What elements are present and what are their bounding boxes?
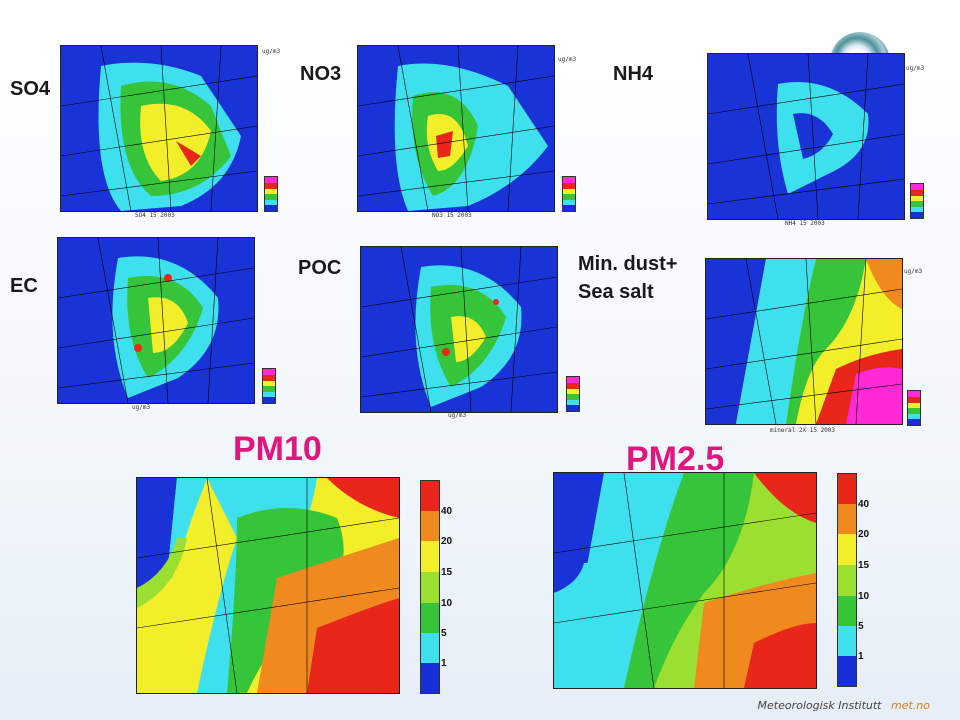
so4-map xyxy=(60,45,258,212)
pm10-tick: 1 xyxy=(441,658,447,669)
no3-map xyxy=(357,45,555,212)
poc-map xyxy=(360,246,558,413)
poc-colorbar xyxy=(566,376,580,412)
label-nh4: NH4 xyxy=(613,63,654,85)
pm10-tick: 5 xyxy=(441,628,447,639)
dust-seasalt-map xyxy=(705,258,903,425)
pm10-tick: 20 xyxy=(441,536,453,547)
no3-colorbar xyxy=(562,176,576,212)
ec-caption: ug/m3 xyxy=(132,404,151,411)
label-so4: SO4 xyxy=(10,78,51,100)
pm25-tick: 5 xyxy=(858,621,864,632)
pm10-colorbar xyxy=(420,480,440,694)
pm25-tick: 15 xyxy=(858,560,870,571)
footer-institute: Meteorologisk Institutt xyxy=(757,699,882,712)
pm25-colorbar xyxy=(837,473,857,687)
nh4-colorbar xyxy=(910,183,924,219)
pm25-title: PM2.5 xyxy=(626,440,725,478)
footer-site-link[interactable]: met.no xyxy=(891,699,930,712)
pm25-map xyxy=(553,472,817,689)
dust-caption: mineral 2X 15 2003 xyxy=(770,427,836,434)
pm10-tick: 15 xyxy=(441,567,453,578)
no3-caption: NO3 15 2003 xyxy=(432,212,472,219)
pm25-tick: 10 xyxy=(858,591,870,602)
nh4-caption: NH4 15 2003 xyxy=(785,220,825,227)
label-dust-line2: Sea salt xyxy=(578,281,654,303)
label-dust-seasalt: Min. dust+ Sea salt xyxy=(578,250,677,306)
ec-colorbar xyxy=(262,368,276,404)
nh4-map xyxy=(707,53,905,220)
pm25-tick: 1 xyxy=(858,651,864,662)
so4-colorbar xyxy=(264,176,278,212)
pm25-tick: 40 xyxy=(858,499,870,510)
pm10-title: PM10 xyxy=(233,430,322,468)
nh4-units: ug/m3 xyxy=(906,65,925,72)
so4-units: ug/m3 xyxy=(262,48,281,55)
pm10-map xyxy=(136,477,400,694)
pm10-tick: 40 xyxy=(441,506,453,517)
ec-map xyxy=(57,237,255,404)
pm25-tick: 20 xyxy=(858,529,870,540)
so4-caption: SO4 15 2003 xyxy=(135,212,175,219)
poc-caption: ug/m3 xyxy=(448,412,467,419)
label-dust-line1: Min. dust+ xyxy=(578,253,678,275)
dust-colorbar xyxy=(907,390,921,426)
footer-credit: Meteorologisk Institutt met.no xyxy=(758,699,930,712)
label-poc: POC xyxy=(298,257,342,279)
label-ec: EC xyxy=(10,275,38,297)
dust-units: ug/m3 xyxy=(904,268,923,275)
pm10-tick: 10 xyxy=(441,598,453,609)
no3-units: ug/m3 xyxy=(558,56,577,63)
label-no3: NO3 xyxy=(300,63,342,85)
